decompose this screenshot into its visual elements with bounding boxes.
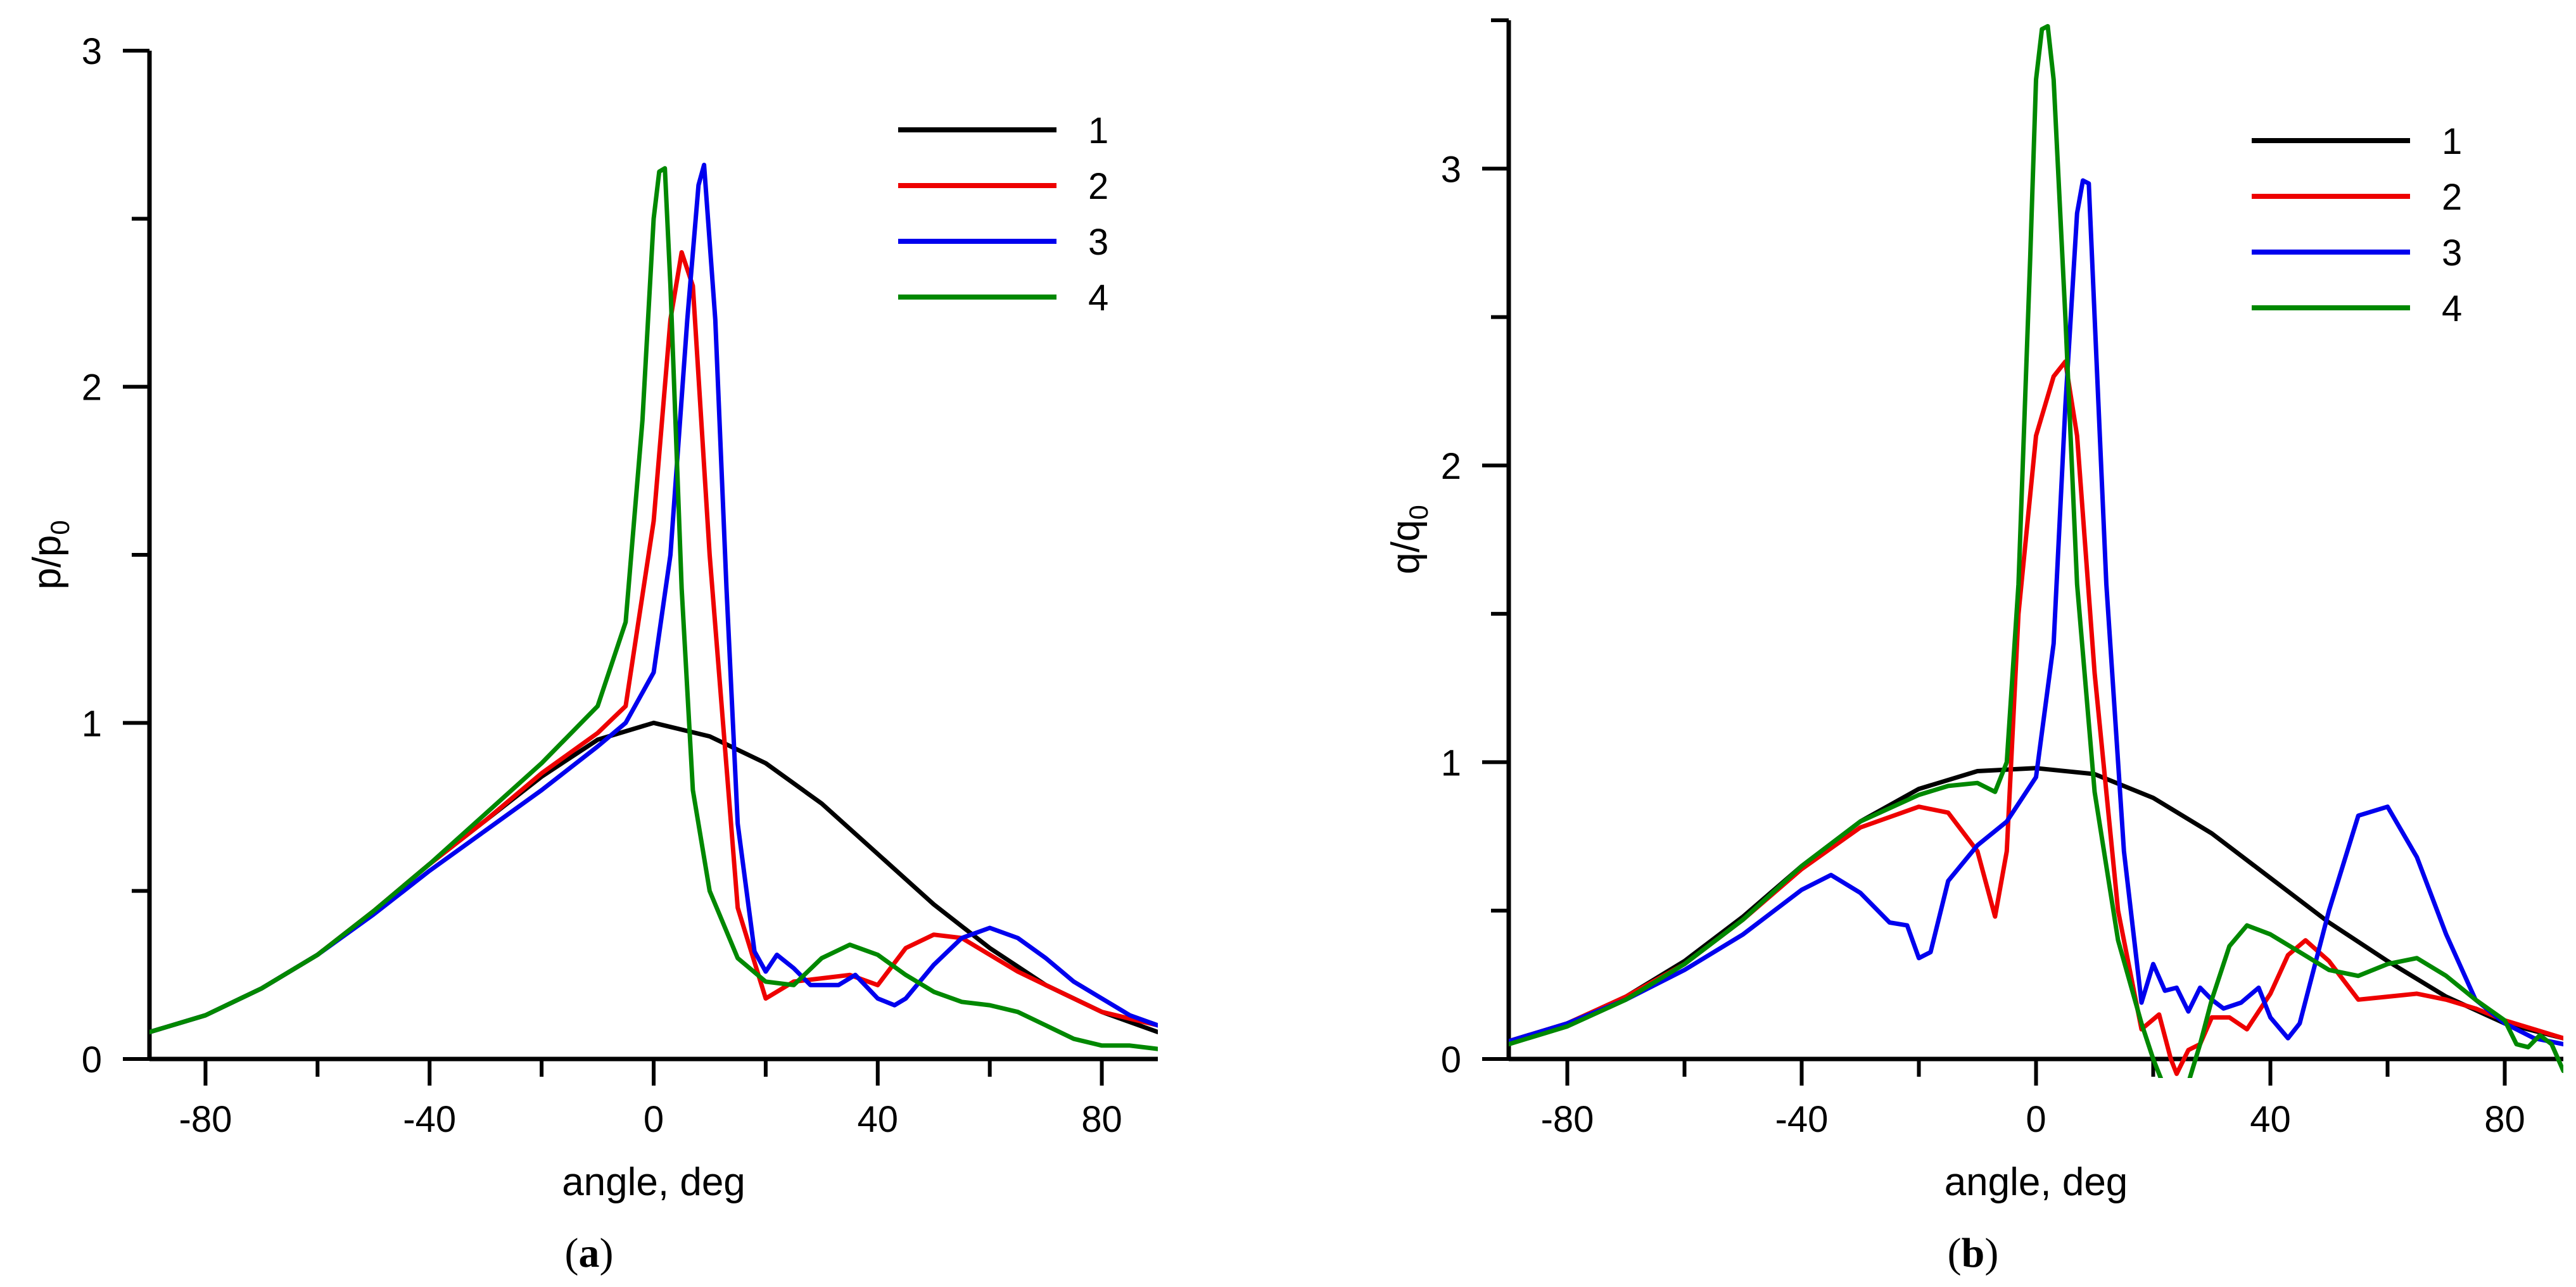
x-tick-label: -40 bbox=[403, 1099, 456, 1140]
legend-label-4: 4 bbox=[1088, 277, 1108, 319]
x-tick-label: 80 bbox=[2484, 1099, 2525, 1140]
x-tick-label: 40 bbox=[2250, 1099, 2291, 1140]
x-tick-label: -80 bbox=[1541, 1099, 1594, 1140]
series-line-2 bbox=[1509, 359, 2563, 1076]
panel-caption: (a) bbox=[565, 1230, 614, 1276]
legend-label-1: 1 bbox=[2442, 121, 2462, 162]
legend-label-4: 4 bbox=[2442, 288, 2462, 329]
y-tick-label: 0 bbox=[82, 1039, 102, 1081]
y-tick-label: 3 bbox=[82, 31, 102, 72]
legend-label-2: 2 bbox=[1088, 166, 1108, 207]
panel-caption: (b) bbox=[1948, 1230, 1999, 1276]
y-tick-label: 1 bbox=[1441, 742, 1461, 783]
legend-label-3: 3 bbox=[2442, 232, 2462, 274]
x-axis-label: angle, deg bbox=[562, 1160, 746, 1204]
y-tick-label: 2 bbox=[1441, 446, 1461, 487]
series-line-3 bbox=[1509, 178, 2563, 1047]
legend-label-3: 3 bbox=[1088, 222, 1108, 263]
series-line-1 bbox=[1509, 766, 2563, 1044]
legend-label-2: 2 bbox=[2442, 177, 2462, 218]
series-line-4 bbox=[1509, 23, 2563, 1078]
x-tick-label: -40 bbox=[1775, 1099, 1829, 1140]
series-line-1 bbox=[149, 720, 1158, 1034]
series-line-2 bbox=[149, 250, 1158, 1034]
series-line-4 bbox=[149, 166, 1158, 1051]
y-axis-label: p/p0 bbox=[25, 520, 75, 590]
y-tick-label: 0 bbox=[1441, 1039, 1461, 1081]
panel-b: -80 -40 0 40 80 0 1 2 3 1 2 3 4 angle, deg q/q0 (b) bbox=[1384, 18, 2563, 1276]
x-tick-label: 80 bbox=[1081, 1099, 1122, 1140]
legend-label-1: 1 bbox=[1088, 110, 1108, 151]
y-axis-label: q/q0 bbox=[1384, 505, 1433, 574]
y-tick-label: 2 bbox=[82, 367, 102, 409]
x-tick-label: -80 bbox=[179, 1099, 232, 1140]
series-line-3 bbox=[149, 162, 1158, 1034]
y-tick-label: 1 bbox=[82, 703, 102, 744]
x-tick-label: 0 bbox=[2026, 1099, 2046, 1140]
x-tick-label: 40 bbox=[858, 1099, 899, 1140]
x-tick-label: 0 bbox=[644, 1099, 664, 1140]
x-axis-label: angle, deg bbox=[1945, 1160, 2128, 1204]
y-tick-label: 3 bbox=[1441, 149, 1461, 190]
panel-a: -80 -40 0 40 80 0 1 2 3 1 2 3 4 angle, deg p/p0 (a) bbox=[25, 31, 1158, 1276]
